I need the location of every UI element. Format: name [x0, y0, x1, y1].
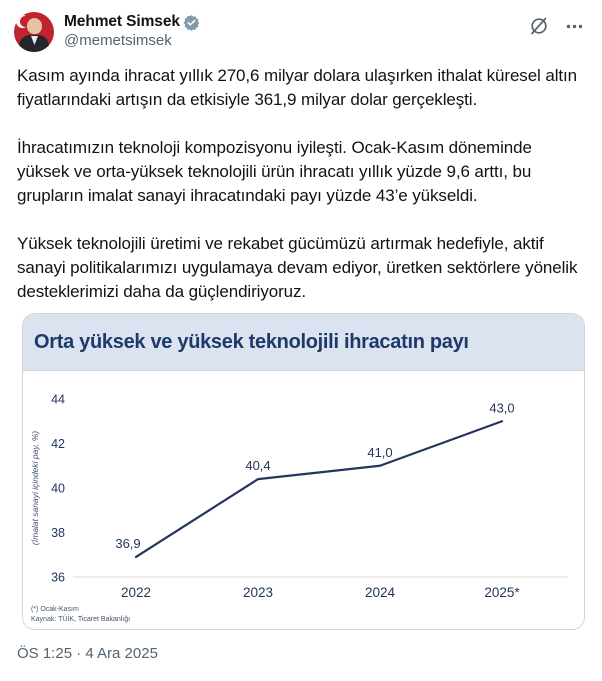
- tweet-paragraph-3: Yüksek teknolojili üretimi ve rekabet gü…: [17, 234, 578, 301]
- svg-text:40,4: 40,4: [245, 458, 270, 473]
- svg-text:2025*: 2025*: [484, 585, 520, 600]
- avatar-head: [27, 18, 42, 34]
- chart-footnote: (*) Ocak-Kasım Kaynak: TÜİK, Ticaret Bak…: [31, 605, 130, 624]
- tweet-header: Mehmet Simsek @memetsimsek: [0, 0, 602, 58]
- svg-text:36,9: 36,9: [115, 536, 140, 551]
- grok-icon: [531, 17, 547, 35]
- svg-text:38: 38: [51, 526, 65, 540]
- user-handle[interactable]: @memetsimsek: [64, 32, 172, 49]
- svg-text:2024: 2024: [365, 585, 396, 600]
- flag-crescent-cut: [20, 16, 31, 27]
- tweet-media-chart-card[interactable]: Orta yüksek ve yüksek teknolojili ihraca…: [22, 313, 585, 630]
- more-ellipsis-icon: [566, 24, 583, 28]
- avatar[interactable]: [14, 12, 54, 52]
- tweet-text: Kasım ayında ihracat yıllık 270,6 milyar…: [0, 58, 602, 304]
- svg-text:2022: 2022: [121, 585, 151, 600]
- svg-text:42: 42: [51, 437, 65, 451]
- svg-text:41,0: 41,0: [367, 445, 392, 460]
- chart-plot-area: 36 38 40 42 44 (İmalat sanayi içindeki pay, %…: [23, 371, 584, 629]
- tweet-paragraph-1: Kasım ayında ihracat yıllık 270,6 milyar…: [17, 66, 577, 109]
- grok-button[interactable]: [529, 16, 549, 36]
- tweet-timestamp: ÖS 1:25 · 4 Ara 2025: [17, 645, 158, 662]
- verified-badge-icon: [183, 14, 200, 31]
- chart-title: Orta yüksek ve yüksek teknolojili ihraca…: [34, 330, 469, 353]
- svg-text:44: 44: [51, 393, 65, 407]
- chart-footnote-line-1: (*) Ocak-Kasım: [31, 606, 79, 614]
- chart-footnote-line-2: Kaynak: TÜİK, Ticaret Bakanlığı: [31, 615, 131, 623]
- tweet-paragraph-2: İhracatımızın teknoloji kompozisyonu iyi…: [17, 138, 532, 205]
- svg-text:40: 40: [51, 482, 65, 496]
- svg-text:(İmalat sanayi içindeki pay, %: (İmalat sanayi içindeki pay, %): [30, 431, 40, 545]
- avatar-shirt: [31, 36, 38, 45]
- display-name[interactable]: Mehmet Simsek: [64, 13, 180, 30]
- line-chart: 36 38 40 42 44 (İmalat sanayi içindeki pay, %…: [30, 393, 568, 600]
- svg-text:43,0: 43,0: [489, 400, 514, 415]
- chart-title-bar: Orta yüksek ve yüksek teknolojili ihraca…: [23, 314, 584, 371]
- svg-text:2023: 2023: [243, 585, 273, 600]
- more-button[interactable]: [565, 17, 584, 36]
- svg-text:36: 36: [51, 571, 65, 585]
